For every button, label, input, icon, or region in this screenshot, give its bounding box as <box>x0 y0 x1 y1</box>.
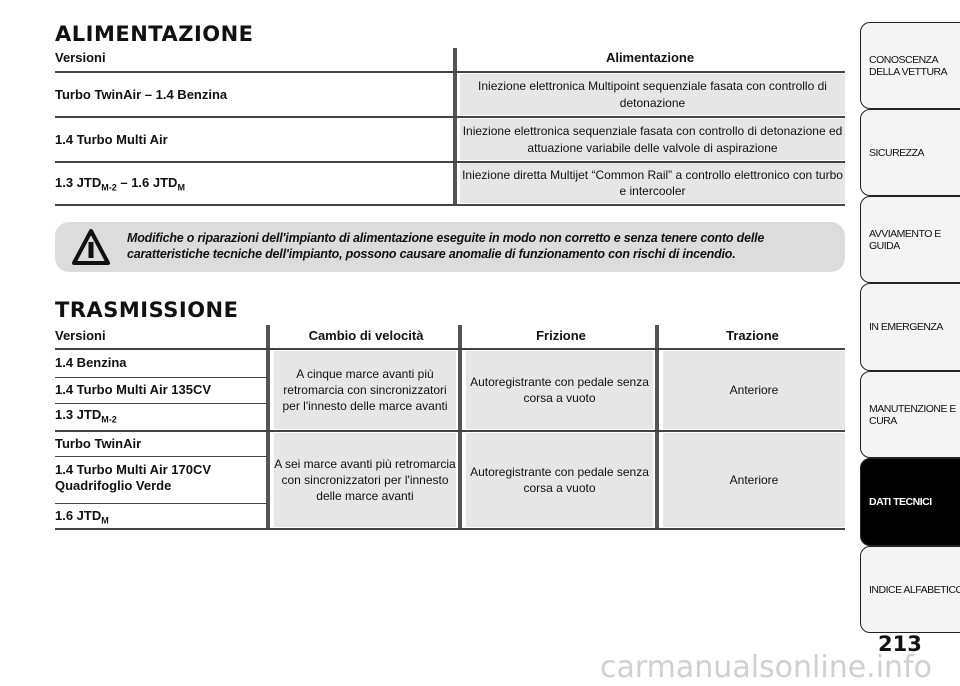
section-title-alimentazione: ALIMENTAZIONE <box>55 22 254 46</box>
tab-avviamento[interactable]: AVVIAMENTO E GUIDA <box>860 196 960 283</box>
page-number: 213 <box>878 632 922 656</box>
tab-emergenza[interactable]: IN EMERGENZA <box>860 283 960 371</box>
warning-text: Modifiche o riparazioni dell'impianto di… <box>127 231 765 261</box>
tab-indice[interactable]: INDICE ALFABETICO <box>860 546 960 633</box>
table-cell-value: Iniezione elettronica Multipoint sequenz… <box>460 74 845 115</box>
table-cell-cambio: A sei marce avanti più retromarcia con s… <box>274 433 456 527</box>
divider <box>55 71 845 73</box>
table-row-version: 1.4 Turbo Multi Air 135CV <box>55 382 212 397</box>
table-row-version: Turbo TwinAir <box>55 436 142 451</box>
tab-conoscenza[interactable]: CONOSCENZA DELLA VETTURA <box>860 22 960 109</box>
divider <box>55 116 845 118</box>
col-header-trazione: Trazione <box>726 328 779 343</box>
table-cell-value: Iniezione elettronica sequenziale fasata… <box>460 119 845 160</box>
warning-box: Modifiche o riparazioni dell'impianto di… <box>55 222 845 272</box>
col-header-alimentazione: Alimentazione <box>605 50 695 65</box>
divider <box>55 161 845 163</box>
table-row-version: 1.4 Benzina <box>55 355 127 370</box>
tab-dati-tecnici[interactable]: DATI TECNICI <box>860 458 960 546</box>
divider <box>655 325 659 528</box>
divider <box>453 48 457 205</box>
table-cell-frizione: Autoregistrante con pedale senza corsa a… <box>466 433 653 527</box>
table-row-version: 1.4 Turbo Multi Air 170CV Quadrifoglio V… <box>55 462 212 493</box>
watermark: carmanualsonline.info <box>600 650 932 685</box>
col-header-versioni: Versioni <box>55 50 106 65</box>
divider <box>55 204 845 206</box>
table-row-version: 1.6 JTDM <box>55 508 109 526</box>
col-header-frizione: Frizione <box>536 328 586 343</box>
table-cell-trazione: Anteriore <box>663 433 845 527</box>
warning-triangle-icon <box>72 229 110 265</box>
section-title-trasmissione: TRASMISSIONE <box>55 298 239 322</box>
divider <box>266 325 270 528</box>
table-cell-trazione: Anteriore <box>663 351 845 429</box>
table-row-version: Turbo TwinAir – 1.4 Benzina <box>55 87 228 102</box>
table-cell-frizione: Autoregistrante con pedale senza corsa a… <box>466 351 653 429</box>
table-row-version: 1.4 Turbo Multi Air <box>55 132 168 147</box>
table-cell-cambio: A cinque marce avanti più retromarcia co… <box>274 351 456 429</box>
col-header-versioni: Versioni <box>55 328 106 343</box>
table-row-version: 1.3 JTDM-2 – 1.6 JTDM <box>55 175 185 193</box>
col-header-cambio: Cambio di velocità <box>308 328 424 343</box>
tab-sicurezza[interactable]: SICUREZZA <box>860 109 960 196</box>
table-row-version: 1.3 JTDM-2 <box>55 407 117 425</box>
tab-manutenzione[interactable]: MANUTENZIONE E CURA <box>860 371 960 458</box>
table-cell-value: Iniezione diretta Multijet “Common Rail”… <box>460 163 845 203</box>
divider <box>458 325 462 528</box>
